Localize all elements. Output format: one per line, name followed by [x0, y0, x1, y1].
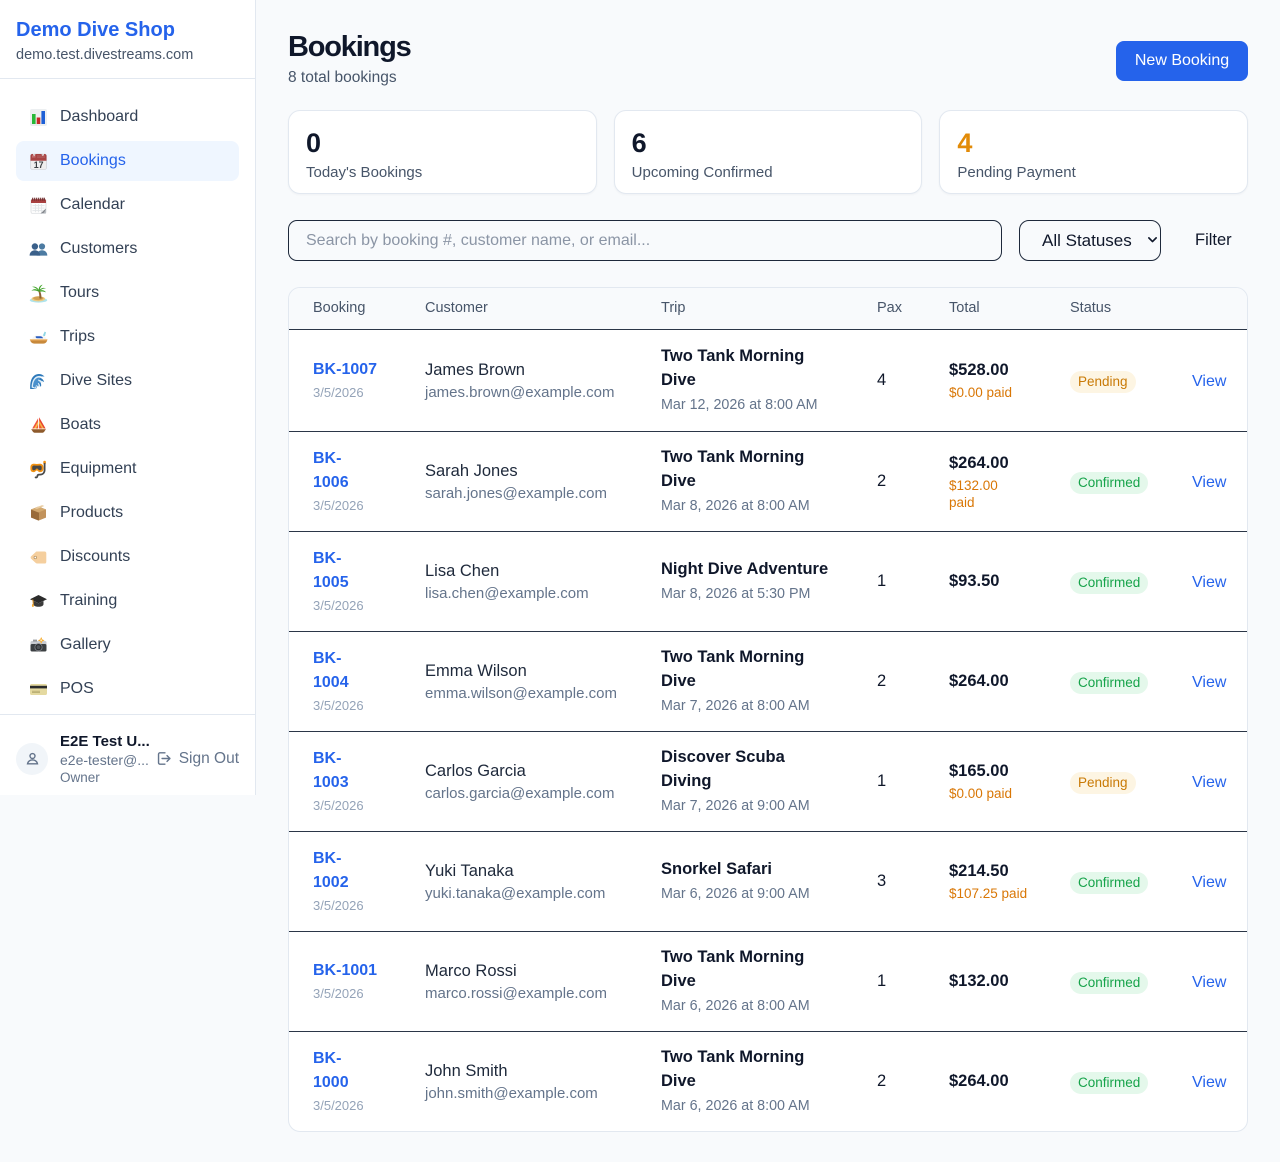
svg-text:17: 17 — [33, 159, 43, 169]
